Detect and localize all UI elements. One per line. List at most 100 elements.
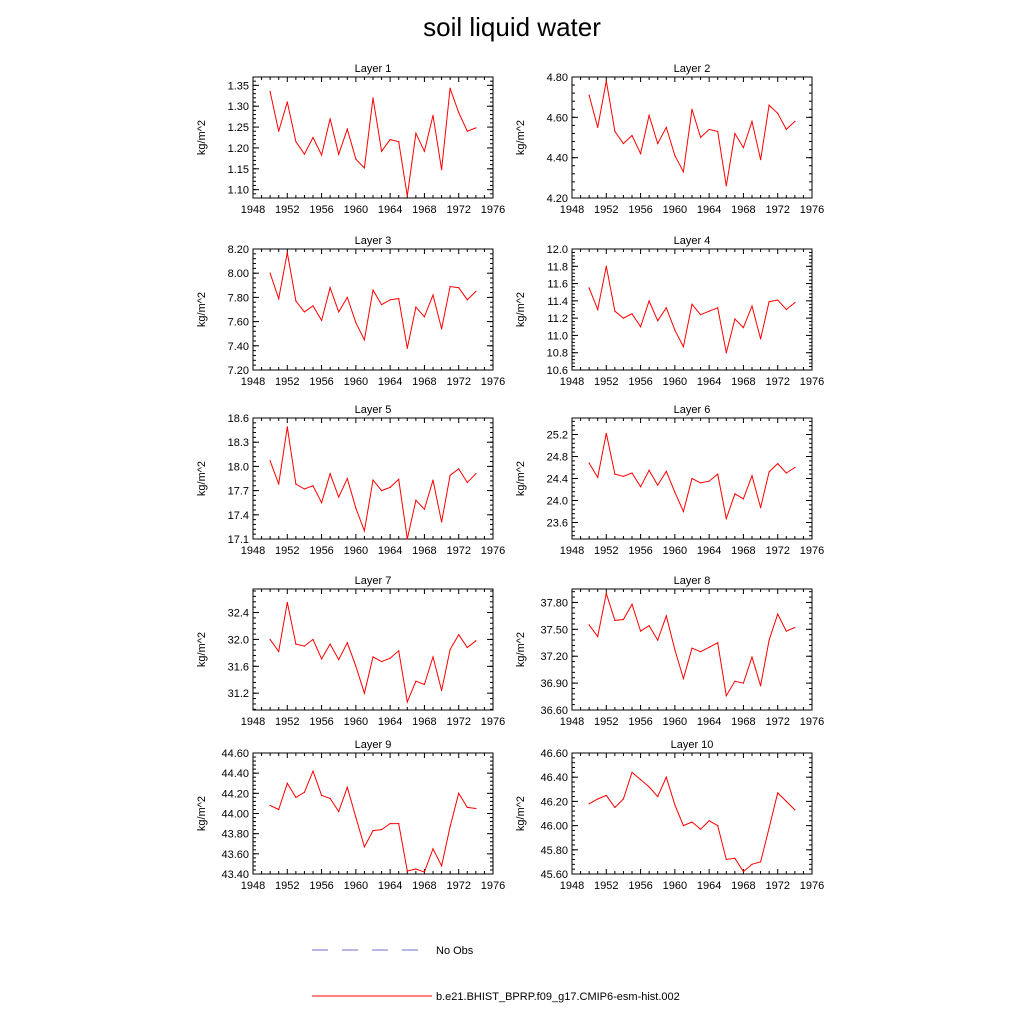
x-tick-label: 1964 [378, 376, 402, 388]
data-point [588, 624, 590, 626]
data-point [398, 141, 400, 143]
data-point [682, 171, 685, 173]
data-point [588, 803, 590, 805]
data-point [440, 865, 443, 867]
data-point [312, 770, 314, 772]
x-tick-label: 1972 [446, 545, 470, 557]
data-point [717, 825, 719, 827]
x-tick-label: 1948 [560, 204, 584, 216]
x-tick-label: 1952 [594, 716, 618, 728]
data-point [295, 483, 297, 485]
data-point [699, 828, 702, 830]
data-point [295, 796, 297, 798]
data-point [759, 159, 762, 161]
data-point [734, 318, 736, 320]
data-point [631, 134, 633, 137]
panel-2: Layer 2 kg/m^2 1948 1952 1956 1960 1964 1968 197… [515, 63, 824, 216]
data-point [751, 305, 753, 307]
y-tick-label: 7.60 [228, 317, 249, 329]
y-tick-label: 24.8 [547, 452, 568, 464]
data-point [269, 272, 271, 274]
data-point [631, 472, 633, 474]
y-tick-label: 18.0 [228, 461, 249, 473]
data-point [605, 592, 607, 595]
data-point [717, 473, 719, 475]
y-axis-label: kg/m^2 [515, 632, 527, 667]
x-tick-label: 1972 [446, 376, 470, 388]
y-tick-label: 45.80 [540, 845, 568, 857]
y-axis-label: kg/m^2 [196, 632, 208, 667]
data-point [759, 861, 762, 863]
y-tick-label: 46.60 [540, 748, 568, 760]
data-point [466, 130, 468, 132]
panel-1: Layer 1 kg/m^2 1948 1952 1956 1960 1964 1968 197… [196, 63, 505, 216]
data-point [372, 289, 374, 291]
legend-label-1: No Obs [436, 945, 474, 957]
x-tick-label: 1976 [481, 204, 505, 216]
series-line [588, 591, 796, 698]
data-point [286, 252, 288, 254]
y-tick-label: 4.40 [547, 153, 568, 165]
data-point [734, 857, 736, 859]
data-point [725, 858, 727, 861]
y-axis-label: kg/m^2 [515, 796, 527, 831]
data-point [278, 130, 280, 132]
x-tick-label: 1960 [344, 204, 368, 216]
data-point [734, 493, 736, 495]
data-point [622, 317, 625, 319]
y-tick-label: 37.80 [540, 597, 568, 609]
x-tick-label: 1976 [481, 545, 505, 557]
x-tick-label: 1956 [309, 204, 333, 216]
data-point [440, 328, 443, 330]
x-tick-label: 1948 [560, 880, 584, 892]
data-point [475, 290, 477, 292]
x-tick-label: 1956 [309, 716, 333, 728]
data-point [406, 347, 408, 349]
data-point [742, 327, 745, 329]
data-point [674, 491, 676, 493]
x-tick-label: 1972 [446, 204, 470, 216]
y-tick-label: 11.6 [547, 279, 568, 291]
data-point [605, 432, 607, 434]
data-point [777, 792, 779, 794]
x-tick-label: 1972 [765, 716, 789, 728]
data-point [466, 646, 468, 649]
y-tick-label: 24.4 [547, 474, 568, 486]
x-tick-label: 1948 [560, 716, 584, 728]
panel-10: Layer 10 kg/m^2 1948 1952 1956 1960 1964 1968 19… [515, 739, 824, 892]
x-tick-label: 1956 [628, 716, 652, 728]
data-point [415, 306, 417, 308]
data-point [398, 822, 400, 825]
data-point [338, 496, 340, 498]
data-point [295, 643, 297, 645]
x-tick-label: 1964 [378, 716, 402, 728]
data-point [657, 484, 659, 486]
x-tick-label: 1952 [275, 204, 299, 216]
y-tick-label: 8.00 [228, 268, 249, 280]
x-tick-label: 1976 [800, 545, 824, 557]
data-point [432, 848, 434, 850]
data-point [475, 473, 477, 475]
data-point [699, 136, 702, 139]
data-point [415, 499, 417, 501]
legend-label-2: b.e21.BHIST_BPRP.f09_g17.CMIP6-esm-hist.… [436, 991, 680, 1003]
data-point [785, 472, 787, 474]
data-point [699, 482, 702, 484]
data-point [303, 153, 306, 155]
x-tick-label: 1948 [241, 545, 265, 557]
data-point [423, 150, 426, 152]
data-point [329, 118, 331, 120]
x-tick-label: 1952 [275, 716, 299, 728]
data-point [458, 287, 460, 289]
data-point [605, 80, 607, 82]
data-point [665, 307, 667, 309]
data-point [355, 322, 357, 324]
data-point [751, 863, 753, 865]
y-tick-label: 43.80 [221, 829, 249, 841]
data-point [329, 473, 331, 475]
legend: No Obs b.e21.BHIST_BPRP.f09_g17.CMIP6-esm… [312, 945, 680, 1003]
data-point [303, 488, 306, 490]
series-line [269, 769, 476, 873]
data-point [449, 474, 451, 476]
data-point [622, 798, 625, 800]
